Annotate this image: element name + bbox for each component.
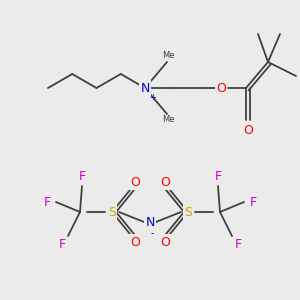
Text: S: S bbox=[108, 206, 116, 218]
Text: F: F bbox=[234, 238, 242, 251]
Text: Me: Me bbox=[162, 52, 174, 61]
Text: O: O bbox=[216, 82, 226, 94]
Text: O: O bbox=[160, 236, 170, 248]
Text: O: O bbox=[160, 176, 170, 188]
Text: N: N bbox=[145, 215, 155, 229]
Text: F: F bbox=[44, 196, 51, 208]
Text: F: F bbox=[78, 170, 85, 184]
Text: N: N bbox=[140, 82, 150, 94]
Text: -: - bbox=[150, 228, 154, 238]
Text: S: S bbox=[184, 206, 192, 218]
Text: O: O bbox=[243, 124, 253, 136]
Text: F: F bbox=[249, 196, 256, 208]
Text: +: + bbox=[150, 92, 156, 101]
Text: Me: Me bbox=[162, 116, 174, 124]
Text: O: O bbox=[130, 236, 140, 248]
Text: O: O bbox=[130, 176, 140, 188]
Text: F: F bbox=[58, 238, 66, 251]
Text: F: F bbox=[214, 170, 222, 184]
